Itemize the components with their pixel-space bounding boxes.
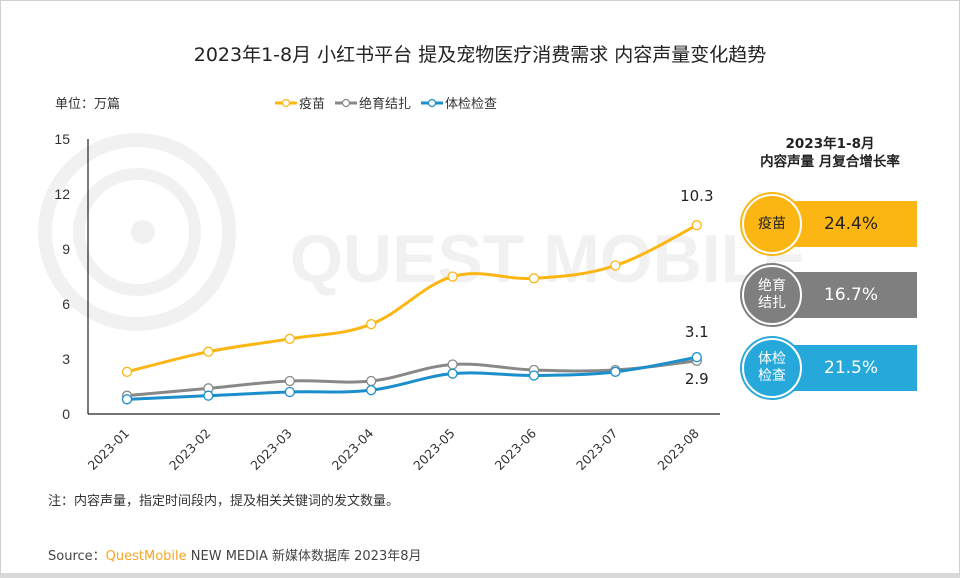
x-tick-label: 2023-08 bbox=[654, 425, 702, 473]
data-point bbox=[284, 333, 295, 344]
x-tick-label: 2023-04 bbox=[329, 425, 377, 473]
series-2 bbox=[121, 352, 702, 405]
data-label: 3.1 bbox=[685, 323, 709, 341]
badge-value: 16.7% bbox=[824, 285, 879, 305]
data-point bbox=[691, 352, 702, 363]
x-tick-label: 2023-06 bbox=[492, 425, 540, 473]
x-tick-label: 2023-01 bbox=[85, 426, 133, 474]
data-point bbox=[203, 390, 214, 401]
x-tick-label: 2023-02 bbox=[166, 426, 214, 474]
x-tick-label: 2023-05 bbox=[410, 426, 458, 474]
data-point bbox=[284, 386, 295, 398]
data-point bbox=[447, 359, 458, 370]
badge-circle: 体检 检查 bbox=[742, 338, 802, 398]
badge-bar bbox=[782, 272, 917, 318]
data-point bbox=[366, 385, 377, 396]
badge-label-line2: 结扎 bbox=[758, 295, 786, 311]
y-tick-label: 3 bbox=[62, 351, 70, 367]
growth-panel-title-line1: 2023年1-8月 bbox=[785, 136, 875, 152]
data-point bbox=[366, 375, 377, 387]
x-tick-label: 2023-07 bbox=[573, 426, 621, 474]
growth-badge-sterilization: 绝育 结扎 16.7% bbox=[742, 265, 917, 325]
data-point bbox=[203, 346, 214, 357]
data-point bbox=[610, 366, 621, 377]
legend-item: 疫苗 bbox=[275, 93, 325, 112]
growth-badge-checkup: 体检 检查 21.5% bbox=[742, 338, 917, 398]
badge-label-line2: 检查 bbox=[758, 368, 786, 384]
y-tick-label: 12 bbox=[54, 186, 70, 202]
badge-value: 21.5% bbox=[824, 358, 879, 378]
growth-panel-title-line2: 内容声量 月复合增长率 bbox=[760, 154, 900, 170]
data-point bbox=[528, 370, 540, 381]
series-0 bbox=[121, 220, 702, 377]
data-point bbox=[121, 394, 133, 405]
source-rest: NEW MEDIA 新媒体数据库 2023年8月 bbox=[186, 549, 422, 564]
source-line: Source：QuestMobile NEW MEDIA 新媒体数据库 2023… bbox=[48, 545, 422, 564]
y-tick-label: 9 bbox=[62, 241, 70, 257]
watermark: QUEST MOBILE bbox=[38, 133, 808, 331]
data-label: 10.3 bbox=[680, 187, 713, 205]
legend-label: 绝育结扎 bbox=[359, 97, 412, 112]
data-point bbox=[691, 220, 702, 231]
series-line bbox=[126, 359, 697, 398]
legend: 疫苗 绝育结扎 体检检查 bbox=[275, 93, 497, 112]
legend-marker-icon bbox=[421, 98, 444, 107]
source-brand: QuestMobile bbox=[105, 549, 187, 564]
badge-label-line1: 绝育 bbox=[758, 278, 786, 294]
data-point bbox=[447, 271, 458, 282]
footnote: 注：内容声量，指定时间段内，提及相关关键词的发文数量。 bbox=[48, 494, 400, 509]
badge-bar bbox=[782, 345, 917, 391]
legend-marker-icon bbox=[275, 98, 297, 107]
data-point bbox=[366, 319, 377, 330]
data-point bbox=[528, 273, 540, 284]
unit-label: 单位：万篇 bbox=[55, 97, 121, 112]
watermark-text: QUEST MOBILE bbox=[290, 221, 808, 297]
data-point bbox=[610, 260, 621, 271]
badge-circle: 疫苗 bbox=[742, 194, 802, 254]
legend-label: 体检检查 bbox=[445, 97, 498, 112]
y-tick-label: 0 bbox=[62, 406, 70, 422]
badge-value: 24.4% bbox=[824, 214, 879, 234]
badge-label: 疫苗 bbox=[758, 215, 786, 232]
y-tick-label: 6 bbox=[62, 296, 70, 312]
badge-label-line1: 体检 bbox=[758, 351, 786, 367]
y-tick-label: 15 bbox=[54, 131, 70, 147]
legend-item: 体检检查 bbox=[421, 93, 497, 112]
series-line bbox=[126, 355, 698, 401]
legend-label: 疫苗 bbox=[299, 97, 326, 112]
legend-item: 绝育结扎 bbox=[335, 93, 411, 112]
growth-badge-vaccine: 疫苗 24.4% bbox=[742, 194, 917, 254]
growth-panel-title: 2023年1-8月 内容声量 月复合增长率 bbox=[730, 135, 930, 171]
data-point bbox=[121, 366, 133, 377]
badge-bar bbox=[782, 201, 917, 247]
data-label: 2.9 bbox=[685, 370, 709, 388]
badge-circle: 绝育 结扎 bbox=[742, 265, 802, 325]
source-prefix: Source： bbox=[48, 549, 106, 564]
data-point bbox=[284, 375, 295, 387]
legend-marker-icon bbox=[335, 98, 358, 107]
data-point bbox=[447, 368, 458, 379]
chart-title: 2023年1-8月 小红书平台 提及宠物医疗消费需求 内容声量变化趋势 bbox=[193, 44, 767, 66]
x-tick-label: 2023-03 bbox=[247, 426, 295, 474]
series-line bbox=[126, 223, 698, 374]
